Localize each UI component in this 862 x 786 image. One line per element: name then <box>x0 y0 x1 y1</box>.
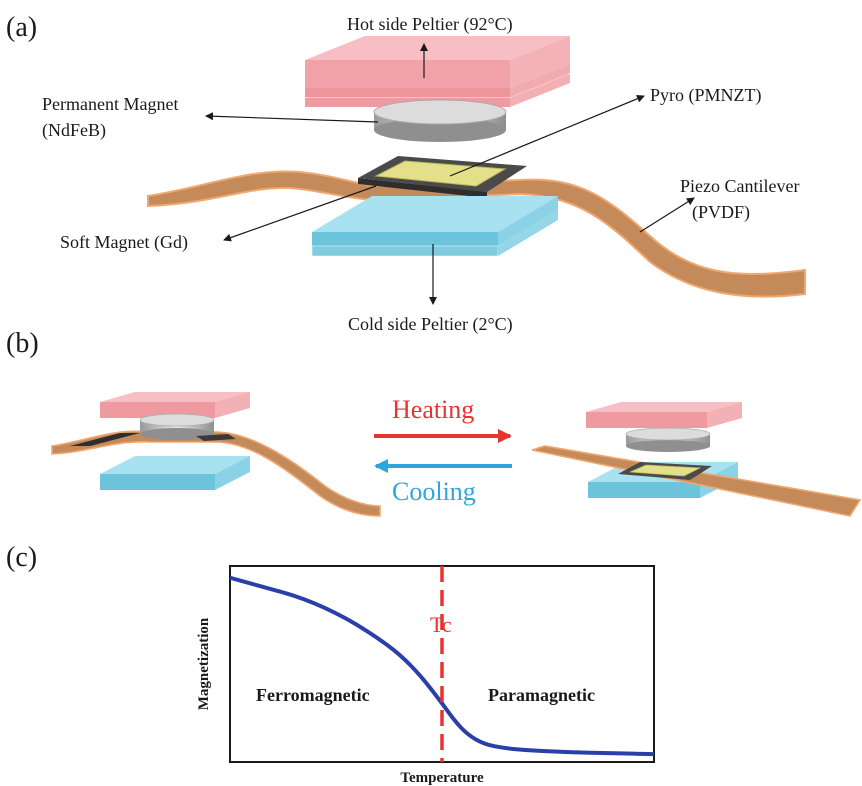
panel-label-a: (a) <box>6 12 37 43</box>
panel-b-right-state <box>532 402 860 516</box>
label-soft-magnet: Soft Magnet (Gd) <box>60 232 188 253</box>
piezo-leader <box>640 198 694 232</box>
region-ferromagnetic: Ferromagnetic <box>256 685 370 705</box>
label-hot-peltier: Hot side Peltier (92°C) <box>347 14 513 35</box>
perm-magnet-leader <box>206 116 378 122</box>
heating-label: Heating <box>392 395 474 424</box>
label-perm-magnet-2: (NdFeB) <box>42 120 106 141</box>
cooling-label: Cooling <box>392 477 476 506</box>
label-cold-peltier: Cold side Peltier (2°C) <box>348 314 513 335</box>
permanent-magnet <box>374 100 506 142</box>
cold-peltier <box>312 196 558 256</box>
label-pyro: Pyro (PMNZT) <box>650 85 762 106</box>
tc-label: Tc <box>430 612 452 637</box>
x-axis-label: Temperature <box>400 770 484 786</box>
panel-b-left-state <box>52 392 380 516</box>
region-paramagnetic: Paramagnetic <box>488 685 595 705</box>
panel-a-diagram: Hot side Peltier (92°C) Permanent Magnet… <box>42 14 805 335</box>
label-piezo-1: Piezo Cantilever <box>680 176 799 196</box>
label-perm-magnet-1: Permanent Magnet <box>42 94 178 114</box>
hot-peltier <box>305 36 570 107</box>
panel-label-b: (b) <box>6 328 39 359</box>
panel-label-c: (c) <box>6 542 37 573</box>
magnetization-chart: Tc Ferromagnetic Paramagnetic Magnetizat… <box>196 566 654 786</box>
y-axis-label: Magnetization <box>196 617 212 710</box>
label-piezo-2: (PVDF) <box>692 202 750 223</box>
heating-cooling-arrows: Heating Cooling <box>374 395 512 506</box>
